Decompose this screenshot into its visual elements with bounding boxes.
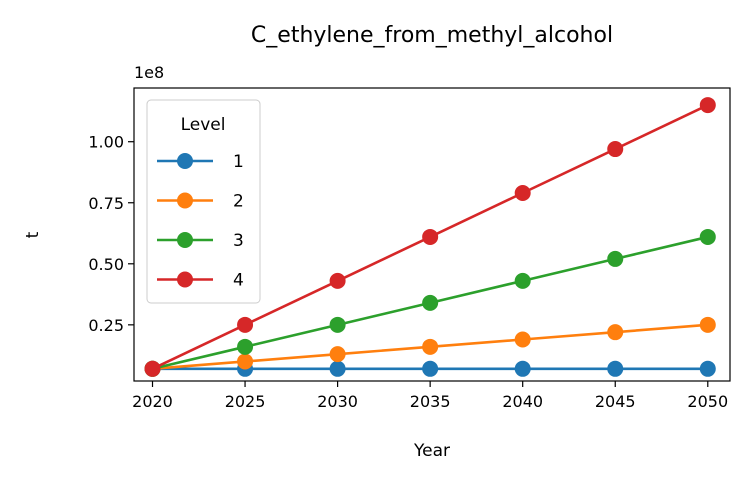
data-point-series-3: [607, 250, 624, 267]
legend-marker-4: [177, 271, 193, 288]
y-offset-label: 1e8: [134, 63, 164, 82]
data-point-series-2: [699, 316, 716, 333]
data-point-series-4: [699, 97, 716, 114]
chart-title: C_ethylene_from_methyl_alcohol: [251, 23, 613, 48]
legend-label-4: 4: [233, 271, 244, 291]
data-point-series-1: [699, 360, 716, 377]
data-point-series-1: [329, 360, 346, 377]
data-point-series-2: [329, 346, 346, 363]
data-point-series-1: [607, 360, 624, 377]
x-axis-label: Year: [413, 441, 450, 461]
legend-label-3: 3: [233, 231, 244, 251]
legend-label-1: 1: [233, 152, 244, 172]
y-tick-label: 0.75: [88, 194, 124, 213]
x-axis: 2020 2025 2030 2035 2040 2045 2050: [132, 381, 728, 411]
data-point-series-4: [329, 272, 346, 289]
data-point-series-1: [514, 360, 531, 377]
data-point-series-3: [237, 338, 254, 355]
plot-area: [133, 87, 731, 382]
legend-marker-3: [177, 232, 193, 248]
data-point-series-2: [607, 324, 624, 341]
data-point-series-3: [329, 316, 346, 333]
legend-marker-2: [177, 192, 193, 209]
y-tick-label: 0.50: [88, 255, 124, 274]
x-tick-label: 2035: [410, 392, 451, 411]
data-point-series-2: [237, 353, 254, 370]
data-point-series-3: [422, 294, 439, 311]
legend-label-2: 2: [233, 192, 244, 212]
data-point-series-4: [144, 360, 161, 377]
data-point-series-4: [237, 316, 254, 333]
data-point-series-2: [422, 338, 439, 355]
x-tick-label: 2030: [317, 392, 358, 411]
x-tick-label: 2020: [132, 392, 173, 411]
data-point-series-4: [514, 184, 531, 201]
legend-marker-1: [177, 153, 193, 169]
y-tick-label: 1.00: [88, 133, 124, 152]
x-tick-label: 2045: [595, 392, 636, 411]
legend-title: Level: [181, 115, 226, 135]
y-axis: 0.25 0.50 0.75 1.00: [88, 133, 134, 335]
series-layer: [144, 97, 716, 377]
y-axis-label: t: [23, 231, 43, 238]
y-tick-label: 0.25: [88, 316, 124, 335]
x-tick-label: 2025: [225, 392, 266, 411]
x-tick-label: 2050: [687, 392, 728, 411]
legend: Level 1 2 3 4: [146, 99, 261, 304]
data-point-series-3: [514, 272, 531, 289]
data-point-series-4: [422, 228, 439, 245]
data-point-series-2: [514, 331, 531, 348]
x-tick-label: 2040: [502, 392, 543, 411]
data-point-series-4: [607, 141, 624, 158]
data-point-series-3: [699, 228, 716, 245]
data-point-series-1: [422, 360, 439, 377]
